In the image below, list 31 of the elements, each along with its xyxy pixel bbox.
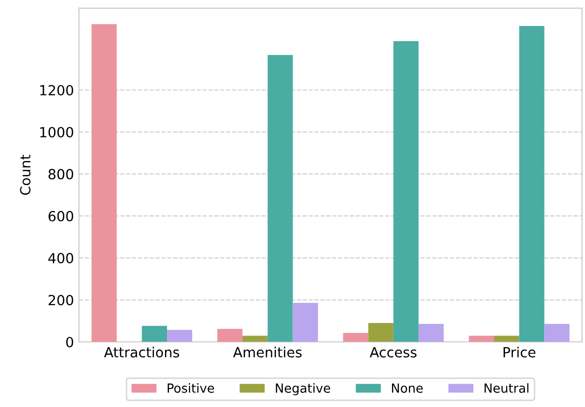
y-tick-label: 0 [66, 336, 74, 348]
bar [142, 326, 168, 342]
x-tick-label: Price [504, 346, 536, 358]
bar [217, 328, 242, 342]
bar [519, 26, 544, 342]
bar [368, 322, 394, 342]
bar [393, 41, 419, 342]
bar [494, 336, 520, 342]
legend-label: Neutral [484, 383, 528, 393]
bar [418, 324, 444, 342]
y-axis-title: Count [20, 154, 31, 195]
legend-label: Negative [276, 383, 330, 396]
y-tick-label: 1200 [40, 84, 74, 96]
bar [268, 54, 293, 342]
x-tick-label: Access [370, 347, 417, 358]
x-tick-label: Attractions [104, 346, 180, 358]
y-tick-label: 800 [48, 168, 74, 180]
bar [242, 336, 268, 342]
bar [92, 24, 117, 342]
bar [292, 302, 318, 342]
bar [468, 336, 494, 342]
y-tick-label: 1000 [40, 126, 74, 138]
legend-label: None [392, 384, 423, 393]
bar [167, 330, 192, 342]
x-tick-label: Amenities [233, 346, 302, 358]
y-tick-label: 400 [48, 252, 74, 264]
y-tick-label: 600 [48, 210, 74, 222]
bar [544, 324, 570, 342]
y-tick-label: 200 [48, 294, 74, 306]
legend-label: Positive [168, 383, 214, 393]
bar [343, 332, 368, 342]
